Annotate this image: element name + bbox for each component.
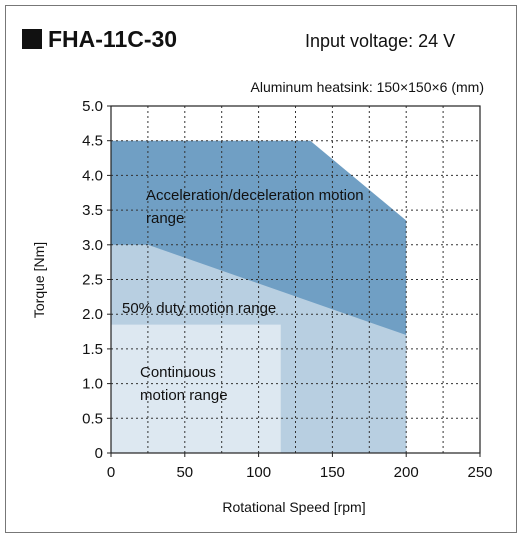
x-tick-label: 150 xyxy=(320,464,345,481)
x-axis-label: Rotational Speed [rpm] xyxy=(222,499,365,515)
frame xyxy=(5,5,517,533)
y-tick-label: 2.0 xyxy=(82,306,103,323)
region-label: Acceleration/deceleration motion range xyxy=(146,187,364,227)
x-tick-label: 50 xyxy=(176,464,193,481)
x-tick-label: 100 xyxy=(246,464,271,481)
title-marker xyxy=(22,29,42,49)
x-tick-label: 0 xyxy=(107,464,115,481)
x-tick-label: 250 xyxy=(467,464,492,481)
y-tick-label: 0.5 xyxy=(82,410,103,427)
annotation: Input voltage: 24 V xyxy=(305,31,455,51)
chart-title: FHA-11C-30 xyxy=(48,26,177,52)
y-tick-label: 0 xyxy=(95,445,103,462)
y-tick-label: 2.5 xyxy=(82,272,103,289)
y-tick-label: 3.0 xyxy=(82,237,103,254)
y-tick-label: 4.5 xyxy=(82,133,103,150)
subtitle: Aluminum heatsink: 150×150×6 (mm) xyxy=(251,79,484,95)
y-tick-label: 1.5 xyxy=(82,341,103,358)
x-tick-label: 200 xyxy=(394,464,419,481)
y-tick-label: 1.0 xyxy=(82,376,103,393)
y-axis-label: Torque [Nm] xyxy=(31,242,47,318)
area-region xyxy=(111,324,281,453)
y-tick-label: 3.5 xyxy=(82,202,103,219)
region-label: Continuous motion range xyxy=(140,364,228,404)
region-label: 50% duty motion range xyxy=(122,300,277,317)
y-tick-label: 5.0 xyxy=(82,98,103,115)
y-tick-label: 4.0 xyxy=(82,167,103,184)
